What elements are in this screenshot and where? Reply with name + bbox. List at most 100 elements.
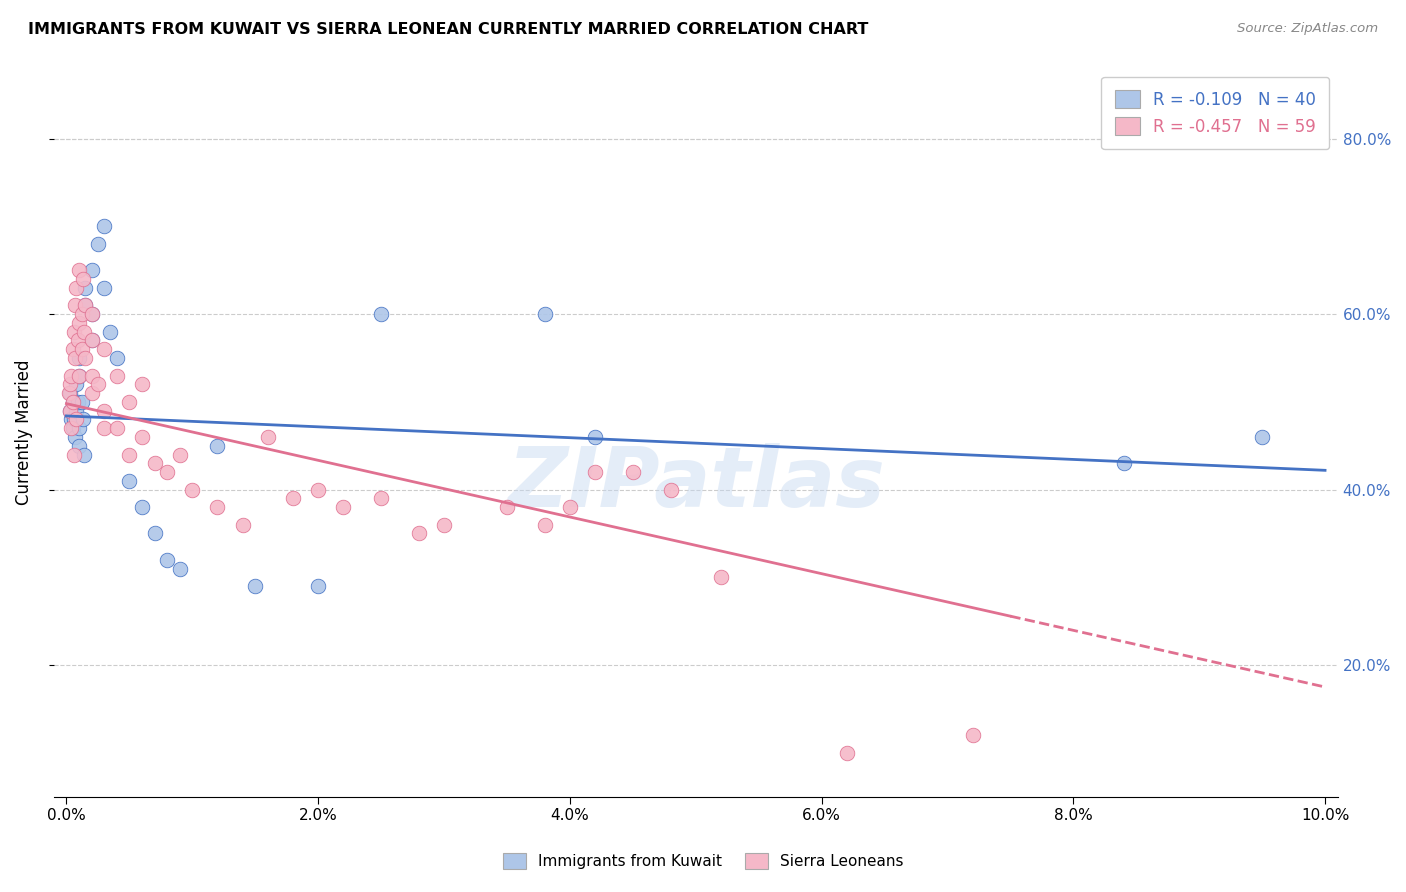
- Point: [105, 351, 128, 365]
- Point: [207, 439, 229, 453]
- Point: [156, 465, 179, 479]
- Point: [80, 334, 103, 348]
- Point: [332, 500, 354, 515]
- Point: [583, 430, 606, 444]
- Point: [533, 517, 555, 532]
- Point: [962, 728, 984, 742]
- Point: [245, 579, 267, 593]
- Point: [63, 448, 86, 462]
- Point: [67, 368, 90, 383]
- Point: [143, 526, 166, 541]
- Point: [63, 325, 86, 339]
- Point: [118, 448, 141, 462]
- Point: [93, 403, 115, 417]
- Point: [370, 491, 392, 506]
- Point: [80, 334, 103, 348]
- Point: [710, 570, 733, 584]
- Point: [72, 412, 94, 426]
- Text: IMMIGRANTS FROM KUWAIT VS SIERRA LEONEAN CURRENTLY MARRIED CORRELATION CHART: IMMIGRANTS FROM KUWAIT VS SIERRA LEONEAN…: [28, 22, 869, 37]
- Point: [370, 307, 392, 321]
- Point: [65, 403, 87, 417]
- Point: [232, 517, 254, 532]
- Point: [169, 561, 191, 575]
- Point: [67, 421, 90, 435]
- Point: [118, 395, 141, 409]
- Point: [75, 351, 97, 365]
- Point: [67, 316, 90, 330]
- Point: [131, 430, 153, 444]
- Point: [70, 307, 93, 321]
- Point: [181, 483, 204, 497]
- Point: [60, 421, 83, 435]
- Point: [835, 746, 858, 760]
- Point: [659, 483, 682, 497]
- Point: [307, 579, 329, 593]
- Point: [59, 403, 82, 417]
- Point: [583, 465, 606, 479]
- Point: [75, 298, 97, 312]
- Point: [65, 430, 87, 444]
- Point: [62, 395, 84, 409]
- Point: [143, 456, 166, 470]
- Point: [63, 412, 86, 426]
- Point: [59, 386, 82, 401]
- Point: [60, 368, 83, 383]
- Point: [66, 395, 89, 409]
- Point: [131, 500, 153, 515]
- Point: [62, 395, 84, 409]
- Point: [1112, 456, 1135, 470]
- Point: [72, 272, 94, 286]
- Point: [65, 412, 87, 426]
- Point: [87, 377, 110, 392]
- Point: [118, 474, 141, 488]
- Point: [93, 343, 115, 357]
- Point: [65, 281, 87, 295]
- Y-axis label: Currently Married: Currently Married: [15, 359, 32, 506]
- Point: [59, 403, 82, 417]
- Point: [60, 412, 83, 426]
- Point: [75, 298, 97, 312]
- Point: [80, 307, 103, 321]
- Point: [67, 439, 90, 453]
- Text: Source: ZipAtlas.com: Source: ZipAtlas.com: [1237, 22, 1378, 36]
- Point: [80, 386, 103, 401]
- Point: [156, 553, 179, 567]
- Point: [105, 421, 128, 435]
- Point: [533, 307, 555, 321]
- Point: [73, 325, 96, 339]
- Point: [73, 448, 96, 462]
- Point: [59, 377, 82, 392]
- Point: [207, 500, 229, 515]
- Point: [433, 517, 456, 532]
- Point: [281, 491, 304, 506]
- Point: [70, 395, 93, 409]
- Point: [169, 448, 191, 462]
- Point: [93, 281, 115, 295]
- Point: [62, 421, 84, 435]
- Point: [58, 386, 80, 401]
- Point: [62, 343, 84, 357]
- Point: [93, 219, 115, 234]
- Point: [307, 483, 329, 497]
- Point: [87, 237, 110, 252]
- Point: [558, 500, 581, 515]
- Point: [100, 325, 122, 339]
- Point: [621, 465, 644, 479]
- Point: [67, 351, 90, 365]
- Point: [80, 307, 103, 321]
- Point: [70, 343, 93, 357]
- Point: [66, 334, 89, 348]
- Point: [496, 500, 519, 515]
- Point: [65, 298, 87, 312]
- Point: [256, 430, 278, 444]
- Point: [75, 281, 97, 295]
- Point: [80, 368, 103, 383]
- Point: [408, 526, 430, 541]
- Point: [65, 351, 87, 365]
- Text: ZIPatlas: ZIPatlas: [506, 443, 884, 524]
- Point: [131, 377, 153, 392]
- Point: [65, 377, 87, 392]
- Point: [105, 368, 128, 383]
- Point: [1251, 430, 1274, 444]
- Legend: Immigrants from Kuwait, Sierra Leoneans: Immigrants from Kuwait, Sierra Leoneans: [496, 847, 910, 875]
